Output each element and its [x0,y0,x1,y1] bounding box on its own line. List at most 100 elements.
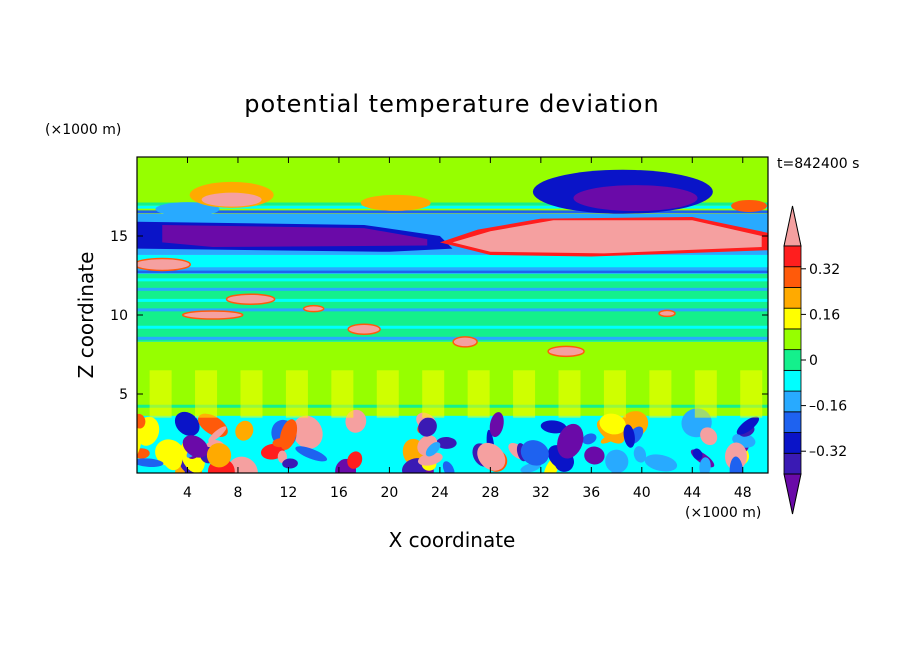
turbulent-eddy [347,451,363,469]
turbulent-eddy [557,423,584,459]
plume [740,370,763,418]
y-tick-label: 5 [119,387,128,403]
x-tick-label: 32 [532,485,550,501]
turbulent-eddy [137,413,146,429]
y-axis-title: Z coordinate [74,252,98,379]
x-tick-label: 40 [633,485,651,501]
y-unit-label: (×1000 m) [45,122,121,138]
colorbar-tick-label: –0.32 [809,444,847,460]
turbulent-eddy [554,455,574,472]
plume [694,370,717,418]
turbulent-eddy [442,461,455,473]
turbulent-eddy [584,446,605,465]
x-tick-label: 36 [582,485,600,501]
time-label: t=842400 s [777,156,859,172]
warm-cap-mid [360,194,431,211]
warm-anomaly [452,336,478,348]
turbulent-eddy [699,457,711,473]
cold-core [162,224,428,248]
contour-stripe [137,202,768,206]
turbulent-eddy [277,450,287,464]
warm-anomaly [181,310,244,320]
warm-cap-right [731,199,768,212]
turbulent-eddy [736,416,760,435]
x-tick-label: 48 [734,485,752,501]
colorbar: 0.32 0.16 0 –0.16 –0.32 [783,205,847,515]
plume [513,370,536,418]
plume [331,370,354,418]
contour-stripe [137,325,768,329]
x-tick-label: 16 [330,485,348,501]
turbulent-eddy [729,456,744,473]
x-tick-label: 4 [183,485,192,501]
turbulent-eddy [436,437,457,449]
colorbar-swatch [783,432,802,454]
turbulent-eddy [692,448,703,460]
turbulent-eddy [623,424,635,448]
colorbar-swatch [783,390,802,413]
turbulent-eddy [477,442,506,471]
x-axis-title: X coordinate [389,528,516,552]
contour-stripe [137,415,768,419]
contour-stripe [137,404,768,408]
contour-field [137,157,768,473]
x-axis: 4 8 12 16 20 24 28 32 36 40 44 48 [183,157,752,501]
warm-anomaly [347,323,381,335]
turbulent-eddy [137,458,164,468]
contour-stripe [137,287,768,291]
contour-stripe [137,278,768,282]
warm-anomaly [225,293,276,305]
turbulent-eddy [599,413,626,435]
plume [649,370,672,418]
contour-stripe [137,336,768,340]
warm-anomaly [302,304,325,313]
contour-stripe [137,205,768,209]
turbulent-eddy [582,433,597,445]
colorbar-swatch [783,266,802,288]
contour-stripe [137,308,768,312]
contour-stripe [137,210,768,214]
colorbar-swatch [783,452,802,475]
turbulent-eddy [292,415,323,449]
turbulent-eddy [272,438,288,448]
y-tick-label: 10 [110,308,128,324]
turbulent-eddy [182,435,209,458]
contour-stripe [137,270,768,274]
chart-title: potential temperature deviation [244,90,659,118]
turbulent-eddy [644,454,678,472]
plume [603,370,626,418]
plume [195,370,218,418]
contour-stripe [137,298,768,302]
contour-stripe [137,267,768,271]
colorbar-swatch [783,328,802,351]
turbulent-eddy [208,426,227,443]
plume [376,370,399,418]
turbulent-eddy [227,456,258,473]
turbulent-eddy [295,446,328,462]
turbulent-eddy [540,420,567,434]
plume [558,370,581,418]
plume [149,370,172,418]
x-tick-label: 20 [380,485,398,501]
colorbar-swatch [783,287,802,309]
colorbar-swatch [783,307,802,330]
plume [240,370,263,418]
colorbar-tick-label: 0 [809,353,818,369]
turbulent-eddy [425,441,441,457]
turbulent-eddy [418,417,437,437]
blue-patch-left [155,202,220,217]
turbulent-eddy [605,449,629,473]
turbulent-eddy [489,412,504,438]
x-tick-label: 44 [683,485,701,501]
turbulent-eddy [520,440,549,466]
colorbar-tick-label: 0.32 [809,262,840,278]
cold-dome-core [573,185,698,212]
x-tick-label: 24 [431,485,449,501]
x-tick-label: 28 [481,485,499,501]
x-tick-label: 8 [233,485,242,501]
x-tick-label: 12 [280,485,298,501]
y-axis: 5 10 15 [110,229,768,403]
turbulent-eddy [700,427,718,446]
colorbar-bottom-triangle [783,473,802,515]
